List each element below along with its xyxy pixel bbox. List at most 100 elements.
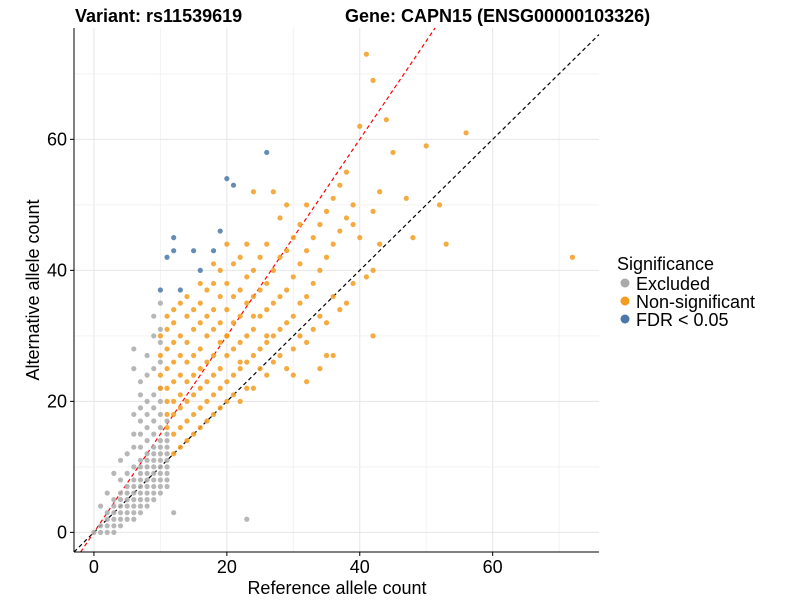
point-non-significant bbox=[191, 392, 197, 398]
point-non-significant bbox=[217, 405, 223, 411]
point-excluded bbox=[131, 510, 137, 516]
point-excluded bbox=[137, 464, 144, 470]
point-non-significant bbox=[423, 143, 429, 149]
point-non-significant bbox=[177, 352, 183, 359]
point-non-significant bbox=[343, 300, 350, 306]
chart-title-variant: Variant: rs11539619 bbox=[75, 6, 242, 26]
point-excluded bbox=[131, 366, 137, 372]
point-excluded bbox=[157, 438, 163, 444]
x-axis-title: Reference allele count bbox=[247, 578, 426, 598]
point-excluded bbox=[131, 464, 137, 470]
point-non-significant bbox=[244, 333, 250, 339]
point-excluded bbox=[104, 529, 110, 535]
point-non-significant bbox=[164, 398, 170, 404]
point-non-significant bbox=[277, 254, 283, 260]
point-non-significant bbox=[310, 235, 316, 241]
point-excluded bbox=[124, 451, 130, 457]
point-non-significant bbox=[210, 261, 217, 267]
point-fdr-0-05 bbox=[164, 254, 170, 260]
point-non-significant bbox=[463, 130, 469, 136]
point-non-significant bbox=[210, 280, 217, 287]
point-non-significant bbox=[191, 411, 197, 418]
point-non-significant bbox=[363, 51, 370, 57]
point-non-significant bbox=[230, 392, 237, 398]
point-non-significant bbox=[210, 372, 217, 378]
point-non-significant bbox=[317, 366, 323, 372]
point-non-significant bbox=[197, 424, 203, 431]
point-excluded bbox=[144, 490, 150, 496]
point-non-significant bbox=[177, 333, 183, 339]
point-non-significant bbox=[244, 300, 250, 306]
point-non-significant bbox=[250, 352, 257, 359]
point-excluded bbox=[171, 510, 177, 516]
point-non-significant bbox=[317, 267, 323, 273]
point-non-significant bbox=[171, 379, 177, 385]
point-non-significant bbox=[217, 366, 223, 372]
point-non-significant bbox=[191, 352, 197, 359]
point-non-significant bbox=[277, 352, 283, 359]
point-excluded bbox=[137, 379, 144, 385]
point-excluded bbox=[137, 503, 144, 509]
point-non-significant bbox=[277, 293, 283, 300]
point-non-significant bbox=[197, 320, 203, 326]
point-non-significant bbox=[569, 254, 576, 260]
point-non-significant bbox=[370, 208, 376, 214]
point-non-significant bbox=[177, 300, 183, 306]
point-non-significant bbox=[224, 398, 230, 404]
point-non-significant bbox=[323, 352, 330, 359]
point-non-significant bbox=[303, 202, 310, 208]
point-non-significant bbox=[443, 241, 449, 247]
point-excluded bbox=[117, 516, 124, 522]
point-non-significant bbox=[303, 293, 310, 300]
point-excluded bbox=[117, 490, 124, 496]
legend-title: Significance bbox=[617, 254, 714, 274]
point-excluded bbox=[151, 457, 157, 463]
point-non-significant bbox=[184, 339, 190, 345]
point-excluded bbox=[117, 523, 124, 529]
point-excluded bbox=[151, 477, 157, 483]
point-fdr-0-05 bbox=[157, 287, 163, 293]
point-non-significant bbox=[303, 248, 310, 254]
point-excluded bbox=[97, 503, 104, 509]
point-non-significant bbox=[157, 372, 163, 378]
point-excluded bbox=[137, 392, 144, 398]
point-non-significant bbox=[171, 411, 177, 418]
point-excluded bbox=[144, 451, 150, 457]
point-non-significant bbox=[191, 372, 197, 378]
point-non-significant bbox=[177, 444, 183, 450]
point-non-significant bbox=[257, 346, 263, 352]
point-non-significant bbox=[363, 274, 370, 280]
point-non-significant bbox=[197, 346, 203, 352]
point-excluded bbox=[157, 300, 163, 306]
point-non-significant bbox=[377, 189, 383, 195]
point-non-significant bbox=[230, 293, 237, 300]
point-non-significant bbox=[310, 280, 316, 287]
point-excluded bbox=[144, 457, 150, 463]
point-non-significant bbox=[197, 366, 203, 372]
point-excluded bbox=[131, 444, 137, 450]
point-excluded bbox=[104, 516, 110, 522]
point-excluded bbox=[111, 503, 117, 509]
point-non-significant bbox=[197, 405, 203, 411]
point-excluded bbox=[131, 497, 137, 503]
x-tick-label: 0 bbox=[89, 557, 99, 577]
point-excluded bbox=[151, 470, 157, 476]
point-non-significant bbox=[310, 326, 316, 332]
point-non-significant bbox=[330, 352, 336, 359]
point-non-significant bbox=[343, 215, 350, 221]
point-non-significant bbox=[317, 221, 323, 228]
point-excluded bbox=[164, 483, 170, 490]
point-non-significant bbox=[230, 261, 237, 267]
point-excluded bbox=[144, 411, 150, 418]
point-non-significant bbox=[217, 339, 223, 345]
point-excluded bbox=[124, 490, 130, 496]
point-non-significant bbox=[210, 392, 217, 398]
axes bbox=[73, 28, 599, 553]
point-non-significant bbox=[270, 189, 276, 195]
point-non-significant bbox=[250, 189, 257, 195]
point-non-significant bbox=[204, 287, 210, 293]
point-non-significant bbox=[237, 398, 243, 404]
point-non-significant bbox=[184, 418, 190, 424]
point-non-significant bbox=[277, 326, 283, 332]
